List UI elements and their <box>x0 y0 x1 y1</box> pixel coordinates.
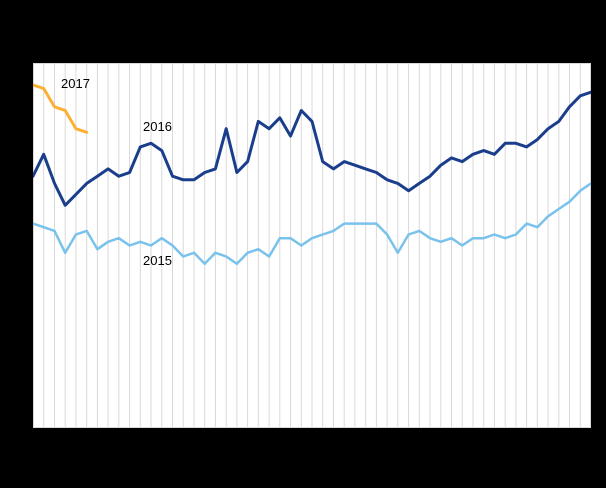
plot-area: 2015 2016 2017 <box>33 63 591 428</box>
line-chart <box>33 63 591 428</box>
series-label-2017: 2017 <box>61 76 90 91</box>
series-label-2016: 2016 <box>143 119 172 134</box>
series-label-2015: 2015 <box>143 253 172 268</box>
